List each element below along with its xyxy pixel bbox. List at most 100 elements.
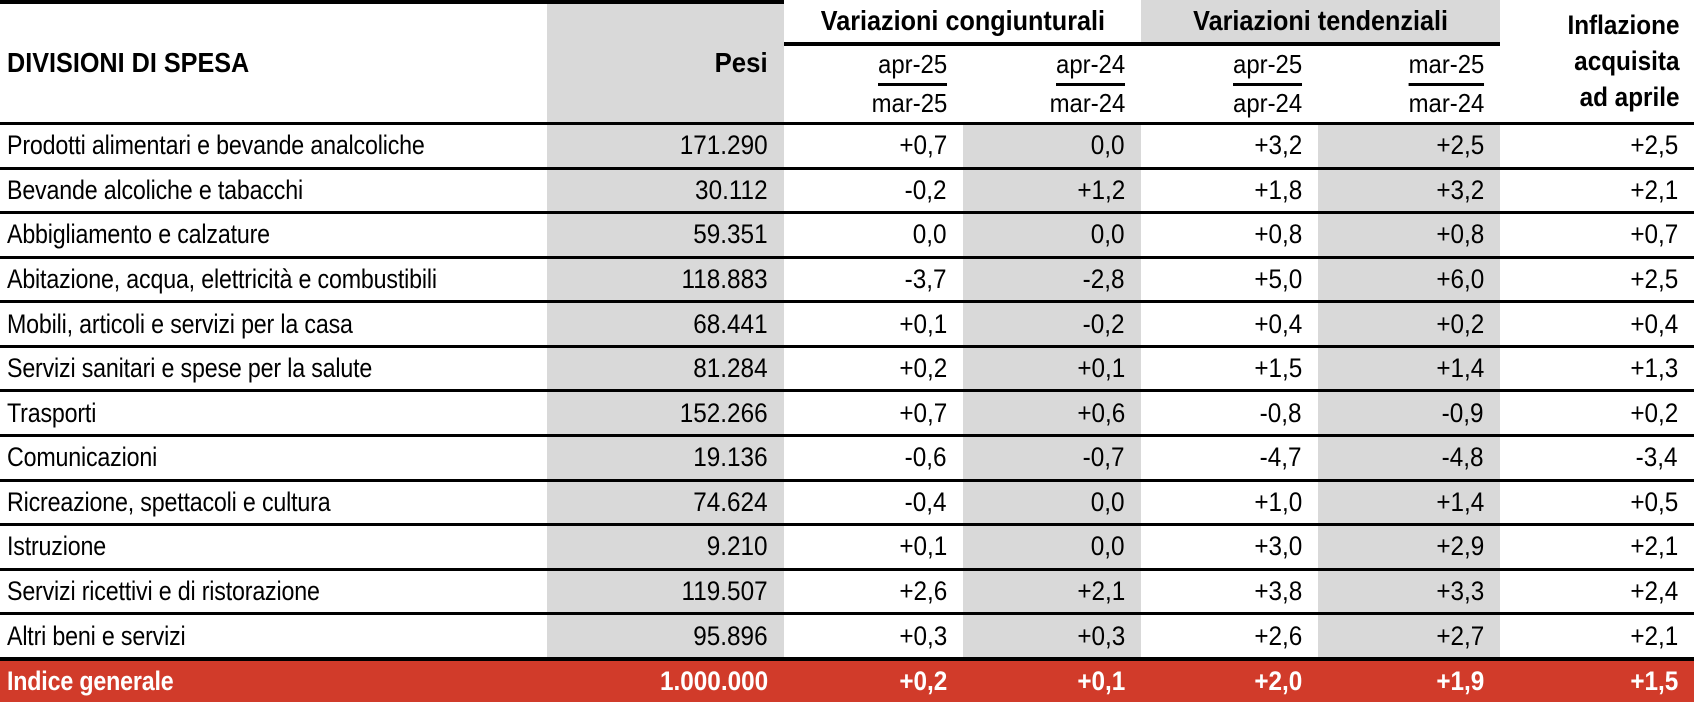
cell-congiunturale-apr24: -2,8 [963, 258, 1141, 301]
congiunturale-apr24-value: -2,8 [1083, 264, 1125, 295]
total-row-label: Indice generale [7, 666, 174, 696]
tendenziale-apr25-value: +5,0 [1254, 264, 1302, 295]
cell-inflazione-acquisita: +0,5 [1500, 482, 1694, 524]
pesi-value: 81.284 [693, 353, 768, 384]
cell-tendenziale-mar25: +0,2 [1318, 303, 1500, 345]
cell-inflazione-acquisita: +2,1 [1500, 615, 1694, 657]
tendenziale-apr25-value: -4,7 [1260, 442, 1302, 473]
tendenziale-mar25-value: +2,7 [1436, 620, 1484, 651]
tendenziale-apr25-value: +1,0 [1254, 486, 1302, 517]
cell-category: Istruzione [0, 526, 547, 568]
cell-tendenziale-apr25: +1,5 [1141, 348, 1318, 390]
cell-pesi: 59.351 [547, 214, 784, 256]
cell-congiunturale-apr25: 0,0 [784, 214, 963, 256]
congiunturale-apr25-value: -0,4 [905, 486, 947, 517]
cell-tendenziale-mar25: +1,9 [1318, 661, 1500, 702]
inflazione-acquisita-value: +2,1 [1630, 174, 1678, 205]
cell-inflazione-acquisita: +2,5 [1500, 259, 1694, 301]
table-body: Prodotti alimentari e bevande analcolich… [0, 125, 1694, 661]
tendenziale-apr25-value: +0,4 [1254, 308, 1302, 339]
inflazione-acquisita-value: +2,5 [1630, 130, 1678, 161]
congiunturale-apr24-value: +0,6 [1077, 397, 1125, 428]
cell-category: Abitazione, acqua, elettricità e combust… [0, 259, 547, 301]
congiunturale-apr25-value: +0,1 [899, 308, 947, 339]
congiunturale-apr25-value: -0,2 [905, 174, 947, 205]
group-congiunturali-header: Variazioni congiunturali [784, 0, 1141, 46]
inflazione-acquisita-value: +0,7 [1630, 219, 1678, 250]
subcol-numerator: mar-25 [1408, 49, 1484, 86]
congiunturale-apr24-value: -0,7 [1083, 442, 1125, 473]
tendenziale-mar25-value: -4,8 [1442, 442, 1484, 473]
cell-category: Prodotti alimentari e bevande analcolich… [0, 125, 547, 167]
cell-pesi: 30.112 [547, 169, 784, 212]
cell-congiunturale-apr24: +1,2 [963, 169, 1141, 212]
inflazione-title-line2: acquisita [1574, 46, 1680, 76]
cell-tendenziale-mar25: +3,3 [1318, 570, 1500, 613]
cell-pesi: 81.284 [547, 347, 784, 390]
table-row: Comunicazioni 19.136 -0,6 -0,7 -4,7 -4,8… [0, 437, 1694, 482]
cell-congiunturale-apr25: +0,1 [784, 303, 963, 345]
tendenziale-apr25-value: +0,8 [1254, 219, 1302, 250]
cell-inflazione-acquisita: +0,4 [1500, 303, 1694, 345]
congiunturale-apr24-value: 0,0 [1091, 531, 1125, 562]
table-row: Istruzione 9.210 +0,1 0,0 +3,0 +2,9 +2,1 [0, 526, 1694, 571]
row-category-label: Abbigliamento e calzature [7, 219, 270, 250]
header-divisions-cell: DIVISIONI DI SPESA [0, 4, 547, 122]
header-inflazione-cell: Inflazione acquisita ad aprile [1500, 0, 1694, 122]
table-row: Ricreazione, spettacoli e cultura 74.624… [0, 481, 1694, 527]
total-value: +1,9 [1436, 666, 1484, 696]
cell-inflazione-acquisita: +2,4 [1500, 571, 1694, 613]
tendenziale-apr25-value: +2,6 [1254, 620, 1302, 651]
subcol-numerator: apr-25 [877, 49, 947, 86]
tendenziale-mar25-value: -0,9 [1442, 397, 1484, 428]
subcol-denominator: apr-24 [1232, 88, 1302, 119]
cell-inflazione-acquisita: +2,1 [1500, 526, 1694, 568]
subcol-denominator: mar-24 [1408, 88, 1484, 119]
total-value: +1,5 [1630, 666, 1678, 696]
row-category-label: Servizi sanitari e spese per la salute [7, 353, 373, 384]
cell-congiunturale-apr25: +0,7 [784, 392, 963, 434]
cell-congiunturale-apr25: +0,2 [784, 661, 963, 702]
header-left-section: DIVISIONI DI SPESA Pesi [0, 0, 784, 122]
congiunturale-apr24-value: 0,0 [1091, 130, 1125, 161]
congiunturale-apr25-value: +0,1 [899, 531, 947, 562]
cell-tendenziale-mar25: +0,8 [1318, 214, 1500, 256]
inflazione-acquisita-value: +2,4 [1630, 576, 1678, 607]
inflazione-acquisita-value: +1,3 [1630, 353, 1678, 384]
tendenziale-mar25-value: +6,0 [1436, 264, 1484, 295]
cell-category: Abbigliamento e calzature [0, 214, 547, 256]
cell-tendenziale-apr25: +1,8 [1141, 170, 1318, 212]
cell-tendenziale-mar25: -4,8 [1318, 437, 1500, 479]
cell-category: Servizi ricettivi e di ristorazione [0, 571, 547, 613]
cell-tendenziale-apr25: +3,0 [1141, 526, 1318, 568]
cell-tendenziale-apr25: +0,8 [1141, 214, 1318, 256]
congiunturale-apr25-value: 0,0 [913, 219, 947, 250]
group-congiunturali: Variazioni congiunturali apr-25 mar-25 a… [784, 0, 1141, 122]
cell-congiunturale-apr25: +0,1 [784, 526, 963, 568]
group-congiunturali-subheaders: apr-25 mar-25 apr-24 mar-24 [784, 46, 1141, 122]
total-value: +0,1 [1077, 666, 1125, 696]
subcol-mar25-mar24: mar-25 mar-24 [1318, 46, 1500, 122]
subcol-denominator: mar-25 [871, 88, 947, 119]
cell-inflazione-acquisita: +1,5 [1500, 661, 1694, 702]
row-category-label: Ricreazione, spettacoli e cultura [7, 486, 331, 517]
cell-congiunturale-apr25: +0,7 [784, 125, 963, 167]
tendenziale-mar25-value: +0,8 [1436, 219, 1484, 250]
subcol-denominator: mar-24 [1049, 88, 1125, 119]
cell-tendenziale-apr25: +2,0 [1141, 661, 1318, 702]
group-tendenziali: Variazioni tendenziali apr-25 apr-24 mar… [1141, 0, 1500, 122]
inflazione-title-line3: ad aprile [1580, 82, 1680, 112]
cell-congiunturale-apr25: +0,2 [784, 348, 963, 390]
cell-inflazione-acquisita: +2,1 [1500, 170, 1694, 212]
congiunturale-apr24-value: +2,1 [1077, 576, 1125, 607]
cell-congiunturale-apr25: +0,3 [784, 615, 963, 657]
cell-tendenziale-apr25: +0,4 [1141, 303, 1318, 345]
cell-pesi: 9.210 [547, 526, 784, 568]
pesi-value: 9.210 [707, 531, 768, 562]
tendenziale-mar25-value: +2,9 [1436, 531, 1484, 562]
cell-congiunturale-apr24: +2,1 [963, 570, 1141, 613]
cell-category: Servizi sanitari e spese per la salute [0, 348, 547, 390]
cell-tendenziale-mar25: +2,9 [1318, 526, 1500, 568]
pesi-value: 118.883 [681, 264, 768, 295]
congiunturale-apr25-value: +0,7 [899, 130, 947, 161]
